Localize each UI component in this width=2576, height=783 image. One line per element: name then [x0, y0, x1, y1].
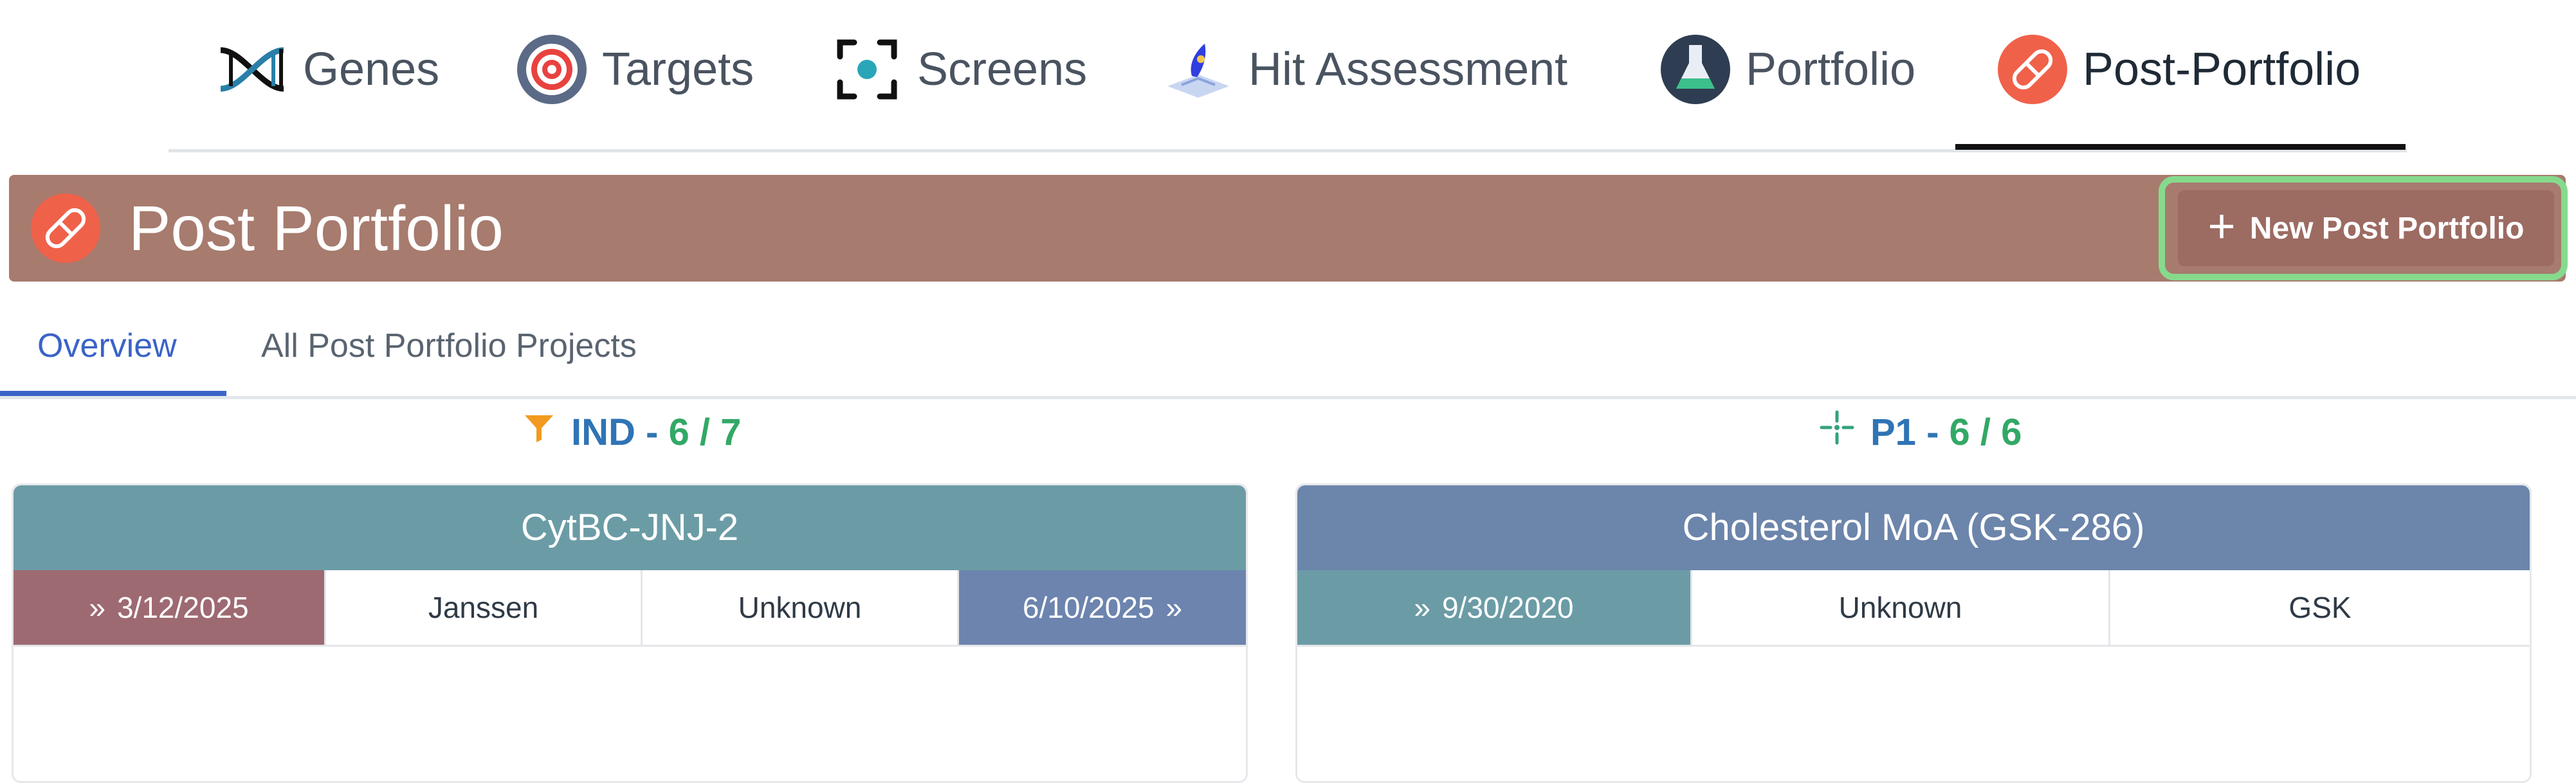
nav-item-genes[interactable]: Genes [217, 31, 439, 108]
nav-item-hit-assessment[interactable]: Hit Assessment [1162, 31, 1567, 108]
nav-item-screens[interactable]: Screens [831, 31, 1087, 108]
nav-label-screens: Screens [917, 44, 1088, 95]
partner-cell: Janssen [326, 570, 643, 645]
nav-label-targets: Targets [602, 44, 754, 95]
stage-count: 6 / 6 [1949, 411, 2022, 453]
card-info-row: » 3/12/2025 Janssen Unknown 6/10/2025 » [14, 570, 1246, 647]
stage-count: 6 / 7 [668, 411, 742, 453]
hit-assessment-icon [1162, 33, 1234, 105]
tab-all-post-portfolio-projects[interactable]: All Post Portfolio Projects [261, 327, 637, 364]
plus-icon: + [2207, 199, 2236, 253]
nav-label-hit-assessment: Hit Assessment [1248, 44, 1568, 95]
target-icon [516, 33, 588, 105]
column-title-ind: IND - 6 / 7 [522, 406, 741, 458]
nav-item-post-portfolio[interactable]: Post-Portfolio [1996, 31, 2361, 108]
active-tab-indicator [0, 391, 226, 396]
screen-focus-icon [831, 33, 903, 105]
status-cell: Unknown [643, 570, 959, 645]
double-chevron-right-icon: » [1165, 591, 1183, 624]
nav-item-targets[interactable]: Targets [516, 31, 754, 108]
start-date-cell: » 9/30/2020 [1297, 570, 1692, 645]
start-date-cell: » 3/12/2025 [14, 570, 326, 645]
stage-label: IND [571, 411, 635, 453]
stage-separator: - [1926, 411, 1939, 453]
main-navigation: Genes Targets Screens [169, 0, 2407, 152]
funnel-icon [522, 411, 556, 454]
nav-label-post-portfolio: Post-Portfolio [2083, 44, 2361, 95]
stage-separator: - [646, 411, 659, 453]
flask-icon [1659, 33, 1731, 105]
stage-label: P1 [1870, 411, 1916, 453]
pill-icon [1996, 33, 2069, 105]
double-chevron-right-icon: » [1414, 591, 1430, 624]
new-post-portfolio-button[interactable]: + New Post Portfolio [2178, 190, 2554, 266]
tab-bar: Overview All Post Portfolio Projects [0, 303, 2576, 399]
pill-icon [30, 192, 102, 264]
project-card[interactable]: CytBC-JNJ-2 » 3/12/2025 Janssen Unknown … [12, 483, 1248, 783]
card-title: CytBC-JNJ-2 [14, 485, 1246, 570]
project-card[interactable]: Cholesterol MoA (GSK-286) » 9/30/2020 Un… [1295, 483, 2532, 783]
tab-overview[interactable]: Overview [37, 327, 177, 364]
card-title: Cholesterol MoA (GSK-286) [1297, 485, 2530, 570]
column-title-p1: P1 - 6 / 6 [1819, 406, 2022, 458]
status-cell: Unknown [1692, 570, 2110, 645]
double-chevron-right-icon: » [89, 591, 105, 624]
nav-label-portfolio: Portfolio [1746, 44, 1916, 95]
partner-cell: GSK [2288, 591, 2352, 624]
page-title: Post Portfolio [129, 193, 504, 264]
nav-label-genes: Genes [303, 44, 440, 95]
new-post-portfolio-label: New Post Portfolio [2249, 211, 2525, 246]
dna-icon [217, 33, 289, 105]
nav-item-portfolio[interactable]: Portfolio [1659, 31, 1915, 108]
next-date-cell: 6/10/2025 » [959, 570, 1246, 645]
active-nav-indicator [1955, 144, 2406, 150]
new-post-portfolio-highlight [2159, 176, 2568, 280]
card-info-row: » 9/30/2020 Unknown GSK [1297, 570, 2530, 647]
page-header: Post Portfolio + New Post Portfolio [9, 175, 2568, 282]
crosshair-icon [1819, 410, 1855, 455]
